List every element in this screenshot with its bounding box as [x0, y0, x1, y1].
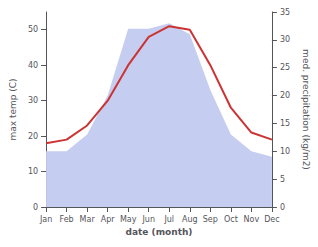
svg-text:20: 20 [280, 91, 290, 100]
svg-text:20: 20 [28, 132, 38, 141]
svg-text:5: 5 [280, 175, 285, 184]
svg-text:Dec: Dec [264, 215, 279, 224]
svg-text:May: May [120, 215, 137, 224]
svg-text:50: 50 [28, 25, 38, 34]
svg-text:0: 0 [33, 203, 38, 212]
svg-text:Jun: Jun [141, 215, 155, 224]
svg-text:Oct: Oct [224, 215, 238, 224]
svg-text:Jul: Jul [163, 215, 174, 224]
svg-text:Sep: Sep [203, 215, 218, 224]
svg-text:Feb: Feb [60, 215, 74, 224]
svg-text:Apr: Apr [101, 215, 116, 224]
svg-text:30: 30 [28, 96, 38, 105]
svg-text:Nov: Nov [244, 215, 260, 224]
svg-text:date (month): date (month) [126, 227, 193, 237]
svg-text:10: 10 [280, 147, 290, 156]
svg-text:Aug: Aug [182, 215, 198, 224]
svg-text:15: 15 [280, 119, 290, 128]
svg-text:35: 35 [280, 8, 290, 17]
svg-text:0: 0 [280, 203, 285, 212]
svg-text:25: 25 [280, 63, 290, 72]
svg-text:med. precipitation (kg/m2): med. precipitation (kg/m2) [301, 49, 311, 170]
svg-text:10: 10 [28, 167, 38, 176]
svg-text:max temp (C): max temp (C) [8, 78, 18, 140]
svg-text:Jan: Jan [39, 215, 52, 224]
svg-text:30: 30 [280, 35, 290, 44]
svg-text:Mar: Mar [80, 215, 96, 224]
svg-text:40: 40 [28, 61, 38, 70]
